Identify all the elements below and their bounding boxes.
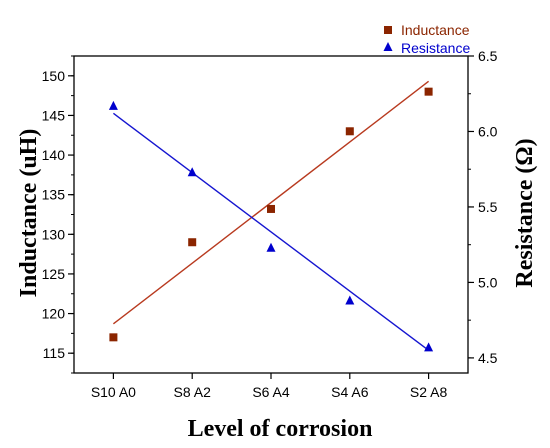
left-tick-label: 115	[43, 345, 66, 361]
x-tick-label: S8 A2	[174, 384, 212, 400]
x-axis-ticks: S10 A0 S8 A2 S6 A4 S4 A6 S2 A8	[91, 373, 448, 400]
point-inductance	[109, 333, 118, 342]
point-resistance	[187, 167, 197, 177]
legend: Inductance Resistance	[383, 22, 470, 56]
right-tick-label: 5.5	[478, 199, 498, 215]
point-resistance	[424, 342, 434, 352]
x-axis-title: Level of corrosion	[188, 416, 373, 442]
legend-label-inductance: Inductance	[401, 22, 470, 38]
plot-frame	[73, 55, 469, 374]
left-axis-ticks: 115 120 125 130 135 140 145 150	[42, 55, 74, 374]
left-tick-label: 140	[42, 147, 66, 163]
point-inductance	[424, 87, 433, 96]
plot-area-border	[73, 55, 469, 374]
left-tick-label: 130	[42, 226, 66, 242]
fit-lines	[112, 80, 430, 351]
left-tick-label: 120	[42, 306, 66, 322]
point-resistance	[108, 100, 118, 110]
legend-label-resistance: Resistance	[401, 40, 470, 56]
left-tick-label: 145	[42, 107, 66, 123]
fit-line-inductance	[112, 80, 430, 325]
right-y-axis-title: Resistance (Ω)	[512, 138, 538, 287]
x-tick-label: S6 A4	[252, 384, 290, 400]
point-inductance	[345, 127, 354, 136]
fit-line-resistance	[112, 112, 430, 351]
right-tick-label: 4.5	[478, 350, 498, 366]
x-tick-label: S2 A8	[410, 384, 448, 400]
legend-marker-resistance	[383, 42, 393, 51]
legend-marker-inductance	[384, 26, 392, 34]
right-tick-label: 6.5	[478, 48, 498, 64]
point-inductance	[267, 204, 275, 213]
point-resistance	[266, 242, 276, 252]
left-y-axis-title: Inductance (uH)	[16, 129, 42, 298]
left-tick-label: 125	[42, 266, 66, 282]
point-inductance	[188, 238, 197, 247]
right-tick-label: 5.0	[478, 274, 498, 290]
x-tick-label: S10 A0	[91, 384, 136, 400]
right-axis-ticks: 4.5 5.0 5.5 6.0 6.5	[468, 48, 498, 366]
left-tick-label: 150	[42, 68, 66, 84]
right-tick-label: 6.0	[478, 123, 498, 139]
left-tick-label: 135	[42, 187, 66, 203]
x-tick-label: S4 A6	[331, 384, 369, 400]
data-markers	[108, 87, 434, 352]
point-resistance	[345, 295, 355, 305]
